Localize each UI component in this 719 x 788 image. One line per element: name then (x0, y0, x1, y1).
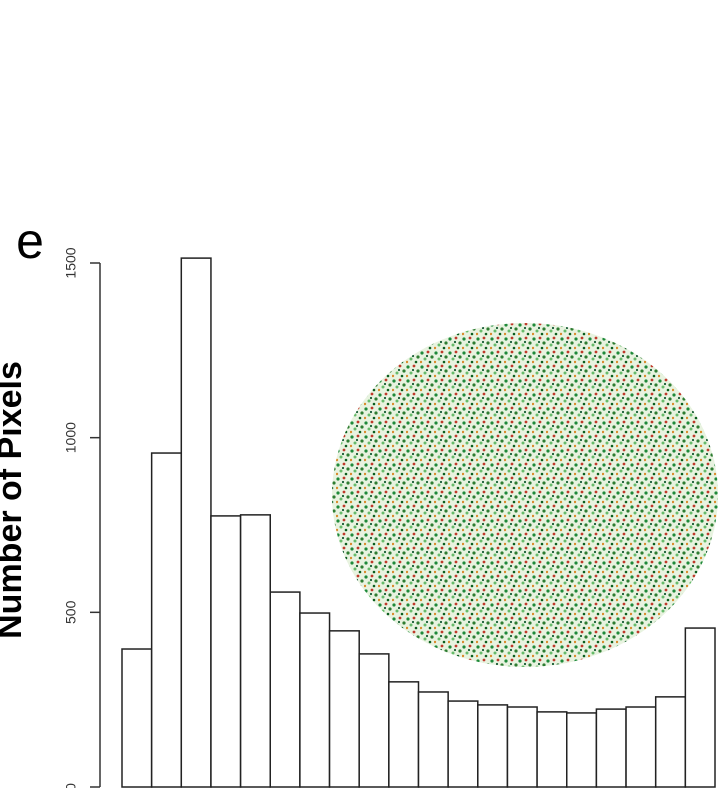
bar (567, 713, 597, 787)
y-tick-label: 1000 (63, 422, 79, 453)
bar (122, 649, 152, 787)
bar (448, 701, 478, 787)
bar (389, 682, 419, 787)
bar (478, 705, 508, 787)
bar (685, 628, 715, 787)
bar (300, 613, 330, 787)
bar (656, 697, 686, 787)
bar (211, 516, 241, 787)
chart-title: e (16, 213, 44, 269)
y-axis-label: Number of Pixels (0, 361, 29, 639)
bar (181, 258, 211, 787)
bar (626, 707, 656, 787)
bar (537, 712, 567, 787)
bar (419, 692, 449, 787)
y-tick-label: 0 (63, 783, 79, 788)
inset-image (332, 323, 718, 667)
chart: e Number of Pixels 0 500 1000 1500 (0, 0, 719, 788)
bar (270, 592, 300, 787)
bar (152, 453, 182, 787)
y-tick-label: 1500 (63, 247, 79, 278)
bar (241, 515, 271, 787)
bar (330, 631, 360, 787)
bar (359, 654, 389, 787)
bar (596, 709, 626, 787)
bar (507, 707, 537, 787)
y-tick-label: 500 (63, 600, 79, 624)
